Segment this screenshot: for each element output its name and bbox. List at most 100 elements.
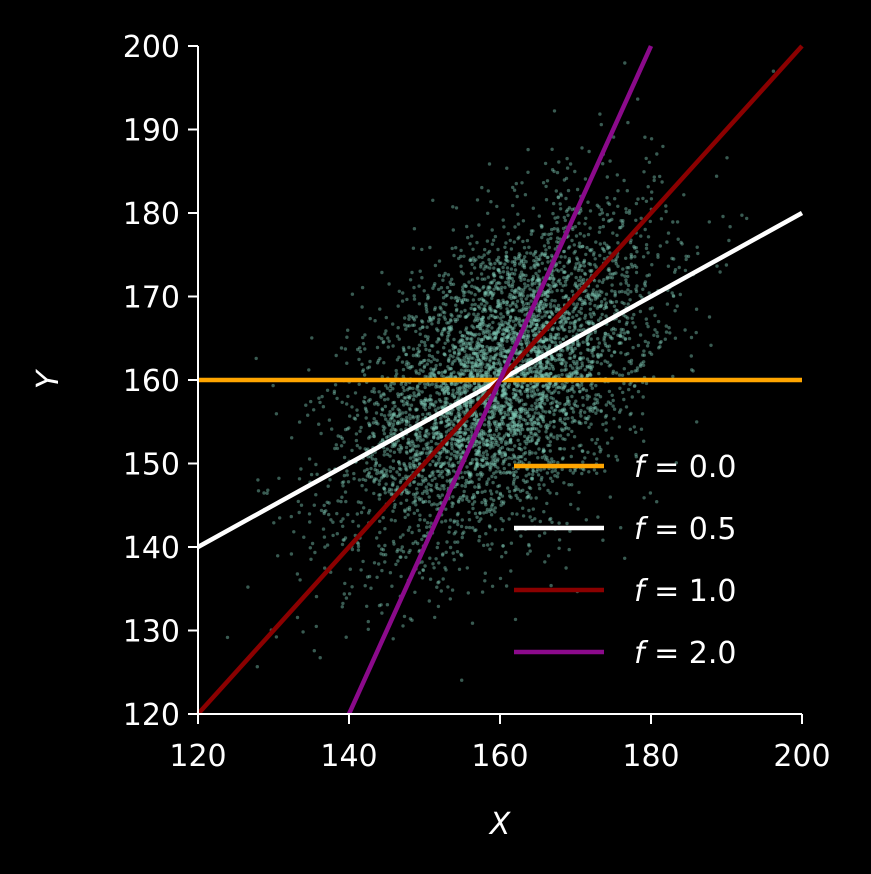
scatter-point xyxy=(525,467,529,472)
scatter-point xyxy=(445,411,449,416)
scatter-point xyxy=(425,491,429,495)
scatter-point xyxy=(548,449,552,453)
scatter-point xyxy=(381,424,385,429)
scatter-point xyxy=(492,278,496,282)
scatter-point xyxy=(483,348,487,352)
scatter-point xyxy=(412,511,416,515)
scatter-point xyxy=(408,440,412,445)
scatter-point xyxy=(309,399,313,404)
scatter-point xyxy=(289,552,294,556)
scatter-point xyxy=(401,374,405,379)
scatter-point xyxy=(587,425,591,429)
scatter-point xyxy=(377,497,382,501)
scatter-point xyxy=(547,461,551,465)
scatter-point xyxy=(534,373,538,377)
scatter-point xyxy=(598,253,602,258)
scatter-point xyxy=(382,453,386,457)
scatter-point xyxy=(407,550,411,555)
scatter-point xyxy=(486,189,490,193)
scatter-point xyxy=(575,370,579,374)
scatter-point xyxy=(745,216,749,221)
scatter-point xyxy=(496,373,501,377)
scatter-point xyxy=(478,453,482,457)
scatter-point xyxy=(583,410,587,414)
scatter-point xyxy=(433,373,437,378)
scatter-point xyxy=(569,346,574,351)
scatter-point xyxy=(547,384,552,388)
scatter-point xyxy=(460,678,464,682)
scatter-point xyxy=(342,455,347,460)
scatter-point xyxy=(539,372,543,376)
scatter-point xyxy=(527,472,531,476)
scatter-point xyxy=(415,454,419,458)
scatter-point xyxy=(607,268,611,273)
scatter-point xyxy=(421,400,425,404)
scatter-point xyxy=(618,334,623,338)
scatter-point xyxy=(354,438,359,443)
scatter-point xyxy=(441,414,446,418)
scatter-point xyxy=(442,326,447,331)
scatter-point xyxy=(550,340,555,344)
scatter-point xyxy=(550,356,555,360)
scatter-point xyxy=(567,388,572,392)
scatter-point xyxy=(608,299,613,303)
scatter-point xyxy=(519,423,524,427)
scatter-point xyxy=(552,109,557,113)
scatter-point xyxy=(417,371,421,376)
scatter-point xyxy=(547,361,551,365)
scatter-point xyxy=(502,387,506,392)
scatter-point xyxy=(607,202,612,206)
scatter-point xyxy=(600,312,604,317)
scatter-point xyxy=(528,549,532,553)
scatter-point xyxy=(529,381,533,386)
scatter-point xyxy=(523,457,527,462)
scatter-point xyxy=(428,513,432,518)
scatter-point xyxy=(442,447,447,452)
scatter-point xyxy=(524,474,528,478)
scatter-point xyxy=(516,428,521,433)
scatter-point xyxy=(586,294,591,298)
scatter-point xyxy=(521,478,526,482)
scatter-point xyxy=(511,300,515,305)
scatter-point xyxy=(393,442,397,446)
scatter-point xyxy=(655,500,659,504)
scatter-point xyxy=(634,265,639,269)
scatter-point xyxy=(580,323,584,327)
scatter-point xyxy=(366,447,370,451)
scatter-point xyxy=(355,443,359,448)
scatter-point xyxy=(505,307,509,311)
scatter-point xyxy=(450,464,454,469)
scatter-point xyxy=(344,499,348,504)
scatter-point xyxy=(411,416,416,420)
scatter-point xyxy=(441,296,446,300)
scatter-point xyxy=(541,384,545,388)
scatter-point xyxy=(462,297,466,302)
scatter-point xyxy=(644,246,649,251)
scatter-point xyxy=(571,227,575,232)
scatter-point xyxy=(539,424,543,428)
scatter-point xyxy=(452,558,456,562)
scatter-point xyxy=(581,403,585,407)
scatter-point xyxy=(422,289,426,293)
scatter-point xyxy=(272,521,276,525)
scatter-point xyxy=(403,515,407,520)
scatter-point xyxy=(572,307,576,311)
scatter-point xyxy=(583,456,587,460)
scatter-point xyxy=(605,246,610,251)
scatter-point xyxy=(440,370,444,375)
scatter-point xyxy=(508,408,513,413)
scatter-point xyxy=(546,294,550,298)
scatter-point xyxy=(493,464,498,468)
scatter-point xyxy=(525,371,530,376)
scatter-point xyxy=(465,314,470,318)
scatter-point xyxy=(478,412,483,416)
scatter-point xyxy=(533,345,537,349)
scatter-point xyxy=(553,389,557,393)
scatter-point xyxy=(540,417,545,421)
scatter-point xyxy=(395,334,400,338)
scatter-point xyxy=(345,335,349,339)
scatter-point xyxy=(432,404,437,408)
scatter-point xyxy=(429,521,433,525)
scatter-point xyxy=(580,363,585,368)
scatter-point xyxy=(557,385,561,390)
